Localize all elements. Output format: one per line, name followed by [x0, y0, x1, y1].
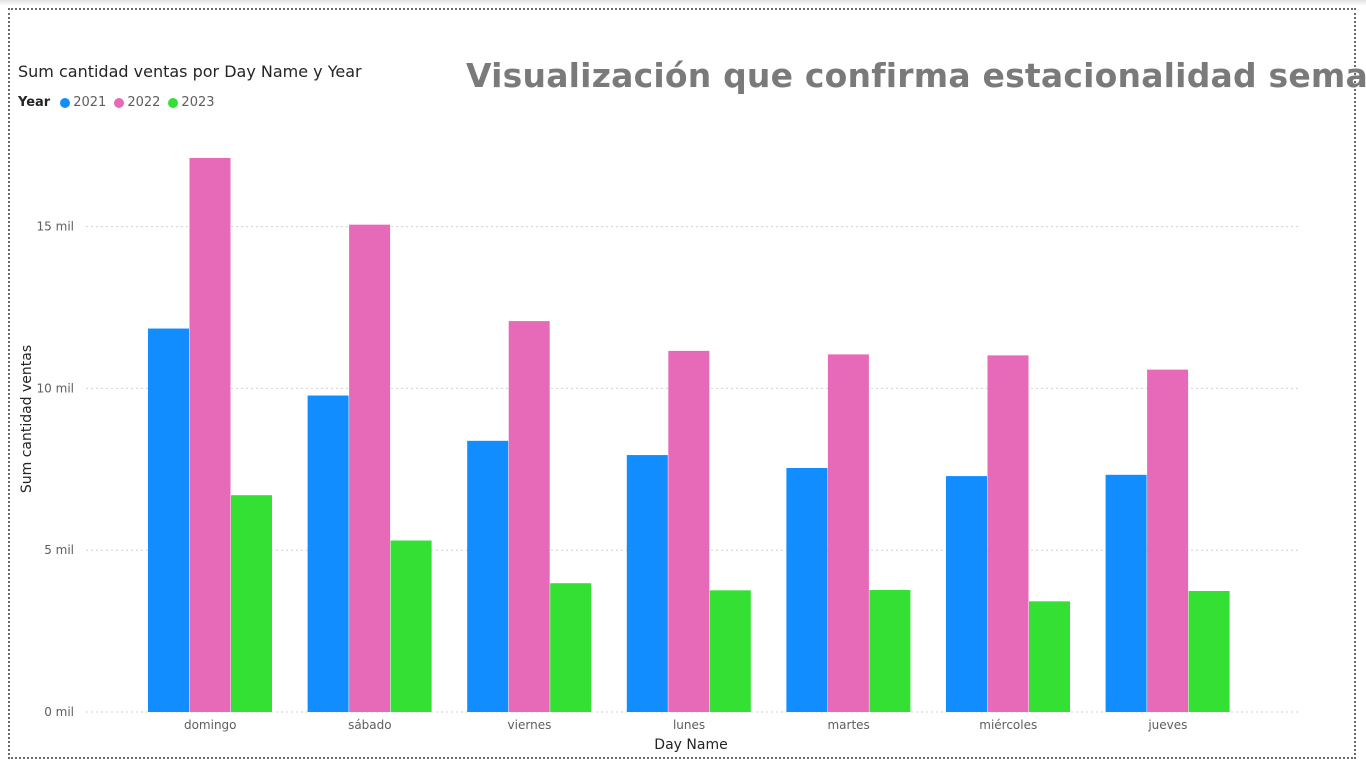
x-tick-label: viernes: [508, 718, 552, 732]
bar-lunes-2021[interactable]: [626, 455, 668, 712]
bar-lunes-2023[interactable]: [709, 590, 751, 712]
y-tick-label: 5 mil: [44, 543, 74, 557]
visual-frame: [8, 8, 1356, 759]
bar-viernes-2021[interactable]: [467, 440, 509, 712]
x-tick-label: martes: [827, 718, 869, 732]
x-axis-ticks: domingo sábado viernes lunes martes miércoles…: [184, 718, 1187, 732]
bar-viernes-2023[interactable]: [550, 583, 592, 712]
legend-item-2023[interactable]: 2023: [168, 95, 215, 110]
bar-domingo-2023[interactable]: [231, 495, 272, 712]
y-tick-label: 10 mil: [37, 381, 74, 395]
chart-legend: Year 2021 2022 2023: [18, 95, 223, 110]
y-tick-label: 0 mil: [44, 705, 74, 719]
legend-label-2023: 2023: [181, 95, 215, 110]
bar-viernes-2022[interactable]: [508, 321, 550, 712]
legend-label-2022: 2022: [127, 95, 161, 110]
bars: [148, 158, 1230, 713]
chart-title: Sum cantidad ventas por Day Name y Year: [18, 62, 362, 81]
bar-martes-2022[interactable]: [827, 354, 869, 712]
bar-jueves-2023[interactable]: [1188, 590, 1230, 712]
x-tick-label: domingo: [184, 718, 237, 732]
legend-label-2021: 2021: [73, 95, 107, 110]
bar-sábado-2021[interactable]: [307, 395, 349, 712]
y-axis-title: Sum cantidad ventas: [19, 345, 35, 493]
x-axis-title: Day Name: [654, 737, 727, 753]
bar-sábado-2023[interactable]: [390, 540, 432, 712]
bar-martes-2023[interactable]: [869, 590, 911, 712]
legend-item-2022[interactable]: 2022: [114, 95, 160, 110]
legend-title: Year: [18, 95, 51, 110]
bar-jueves-2021[interactable]: [1105, 474, 1147, 712]
legend-dot-2021: [60, 97, 71, 108]
bar-miércoles-2023[interactable]: [1029, 601, 1070, 712]
bar-miércoles-2021[interactable]: [946, 476, 987, 712]
bar-miércoles-2022[interactable]: [987, 355, 1029, 712]
x-tick-label: miércoles: [979, 718, 1037, 732]
legend-dot-2022: [114, 97, 125, 108]
legend-dot-2023: [168, 97, 179, 108]
bar-domingo-2021[interactable]: [148, 328, 189, 712]
x-tick-label: lunes: [673, 718, 705, 732]
y-tick-label: 15 mil: [37, 220, 74, 234]
bar-sábado-2022[interactable]: [349, 224, 391, 713]
y-axis-ticks: 0 mil 5 mil 10 mil 15 mil: [37, 220, 74, 719]
bar-jueves-2022[interactable]: [1147, 369, 1189, 712]
x-tick-label: sábado: [348, 718, 392, 732]
top-shadow: [0, 0, 1366, 6]
headline-text: Visualización que confirma estacionalida…: [466, 56, 1366, 95]
x-tick-label: jueves: [1147, 718, 1187, 732]
bar-domingo-2022[interactable]: [189, 158, 231, 712]
bar-martes-2021[interactable]: [786, 468, 828, 712]
legend-item-2021[interactable]: 2021: [60, 95, 106, 110]
bar-lunes-2022[interactable]: [668, 350, 710, 712]
